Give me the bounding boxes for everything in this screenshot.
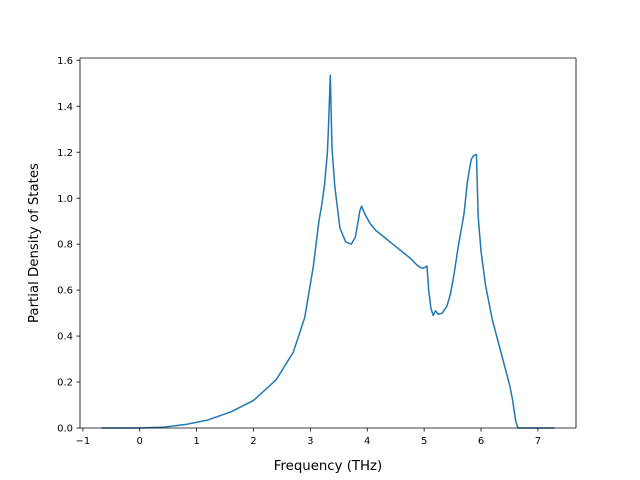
y-tick-label: 1.6 bbox=[57, 56, 73, 67]
plot-area bbox=[79, 57, 577, 429]
x-tick-label: 0 bbox=[137, 436, 143, 447]
y-axis-label: Partial Density of States bbox=[27, 163, 42, 323]
x-tick-label: 2 bbox=[250, 436, 256, 447]
plot-frame bbox=[80, 58, 576, 428]
y-tick-label: 1.0 bbox=[57, 194, 73, 205]
x-tick-label: 3 bbox=[307, 436, 313, 447]
x-tick-label: 1 bbox=[193, 436, 199, 447]
x-tick-label: 4 bbox=[364, 436, 370, 447]
y-tick-label: 0.2 bbox=[57, 378, 73, 389]
x-tick-label: 7 bbox=[535, 436, 541, 447]
x-axis-ticks: −1 0 1 2 3 4 5 6 7 bbox=[75, 428, 541, 447]
x-tick-label: 6 bbox=[478, 436, 484, 447]
y-tick-label: 1.4 bbox=[57, 102, 73, 113]
x-axis-label: Frequency (THz) bbox=[274, 459, 382, 474]
series-line bbox=[101, 74, 555, 429]
y-tick-label: 0.8 bbox=[57, 240, 73, 251]
axes-spines bbox=[79, 57, 577, 429]
x-tick-label: −1 bbox=[75, 436, 90, 447]
y-axis-ticks: 0.0 0.2 0.4 0.6 0.8 1.0 1.2 1.4 1.6 bbox=[57, 56, 80, 435]
x-tick-label: 5 bbox=[421, 436, 427, 447]
y-tick-label: 1.2 bbox=[57, 148, 73, 159]
y-tick-label: 0.6 bbox=[57, 286, 73, 297]
y-tick-label: 0.4 bbox=[57, 332, 73, 343]
y-tick-label: 0.0 bbox=[57, 424, 73, 435]
